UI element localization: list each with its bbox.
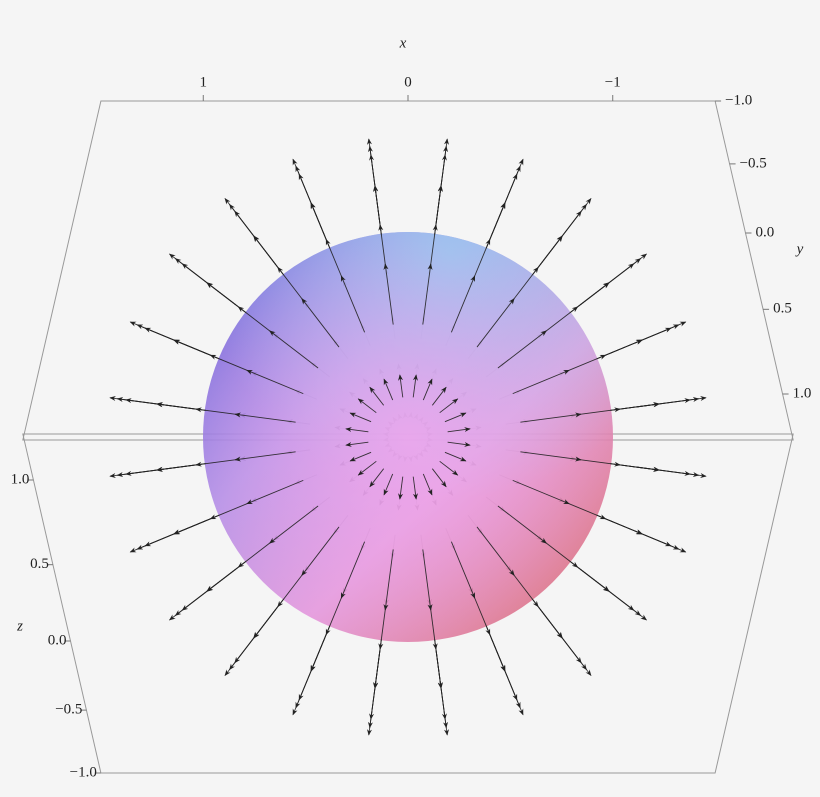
- field-arrow: [345, 427, 369, 433]
- y-tick-label: 0.0: [756, 224, 775, 240]
- z-tick-label: 0.0: [48, 632, 67, 648]
- field-arrow: [246, 369, 304, 395]
- y-axis-label: y: [795, 241, 804, 257]
- field-arrow: [576, 458, 660, 472]
- field-arrow: [345, 441, 369, 447]
- x-tick-label: −1: [605, 74, 621, 90]
- z-tick-label: −0.5: [55, 702, 82, 718]
- field-arrow: [412, 476, 418, 500]
- field-arrow: [156, 402, 240, 416]
- field-arrow: [173, 501, 252, 535]
- field-arrow: [301, 298, 340, 348]
- field-arrow: [512, 479, 570, 505]
- field-arrow: [497, 505, 547, 544]
- field-arrow: [510, 235, 563, 303]
- field-arrow: [269, 505, 319, 544]
- field-arrow: [412, 374, 418, 398]
- field-arrow: [369, 386, 385, 406]
- field-arrow: [383, 473, 394, 496]
- field-arrow: [450, 275, 476, 333]
- field-arrow: [476, 298, 515, 348]
- field-arrow: [439, 460, 459, 476]
- field-arrow: [301, 526, 340, 576]
- z-tick-label: −1.0: [70, 764, 97, 780]
- field-arrow: [173, 339, 252, 373]
- field-arrow: [564, 501, 643, 535]
- field-arrow: [310, 202, 344, 281]
- field-arrow: [340, 275, 366, 333]
- field-arrow: [564, 339, 643, 373]
- field-arrow: [373, 185, 387, 269]
- field-arrow: [472, 202, 506, 281]
- y-tick-label: 0.5: [773, 301, 792, 317]
- field-arrow: [398, 476, 404, 500]
- x-axis-label: x: [399, 35, 407, 51]
- field-arrow: [422, 549, 433, 611]
- z-axis-label: z: [16, 618, 23, 634]
- x-tick-label: 1: [200, 74, 208, 90]
- field-arrow: [520, 451, 582, 462]
- field-arrow: [383, 378, 394, 401]
- field-arrow: [472, 593, 506, 672]
- field-arrow: [450, 541, 476, 599]
- field-arrow: [512, 369, 570, 395]
- field-arrow: [206, 539, 274, 592]
- field-arrow: [542, 282, 610, 335]
- field-arrow: [369, 468, 385, 488]
- field-arrow: [542, 539, 610, 592]
- field-arrow: [156, 458, 240, 472]
- y-tick-label: −0.5: [740, 155, 767, 171]
- field-arrow: [234, 451, 296, 462]
- field-arrow: [439, 398, 459, 414]
- field-arrow: [253, 235, 306, 303]
- field-arrow: [349, 451, 372, 462]
- field-arrow: [349, 412, 372, 423]
- field-arrow: [357, 398, 377, 414]
- field-arrow: [253, 571, 306, 639]
- field-arrow: [431, 386, 447, 406]
- field-arrow: [383, 549, 394, 611]
- field-arrow: [429, 185, 443, 269]
- y-tick-label: −1.0: [725, 92, 752, 108]
- field-arrow: [398, 374, 404, 398]
- field-arrow: [476, 526, 515, 576]
- field-arrow: [310, 593, 344, 672]
- field-arrow: [422, 263, 433, 325]
- z-tick-label: 0.5: [30, 556, 49, 572]
- sphere-glow: [203, 232, 613, 642]
- field-arrow: [246, 479, 304, 505]
- field-arrow: [444, 451, 467, 462]
- field-arrow: [444, 412, 467, 423]
- field-arrow: [206, 282, 274, 335]
- z-tick-label: 1.0: [11, 471, 30, 487]
- y-tick-label: 1.0: [793, 385, 812, 401]
- field-arrow: [447, 427, 471, 433]
- field-arrow: [422, 473, 433, 496]
- field-arrow: [429, 605, 443, 689]
- box-top-face: [22, 100, 794, 441]
- field-arrow: [431, 468, 447, 488]
- field-arrow: [234, 412, 296, 423]
- field-arrow: [576, 402, 660, 416]
- field-arrow: [357, 460, 377, 476]
- field-arrow: [269, 330, 319, 369]
- x-tick-label: 0: [404, 74, 412, 90]
- field-arrow: [497, 330, 547, 369]
- field-arrow: [373, 605, 387, 689]
- field-arrow: [447, 441, 471, 447]
- field-arrow: [340, 541, 366, 599]
- field-arrow: [510, 571, 563, 639]
- field-arrow: [383, 263, 394, 325]
- field-arrow: [422, 378, 433, 401]
- field-arrow: [520, 412, 582, 423]
